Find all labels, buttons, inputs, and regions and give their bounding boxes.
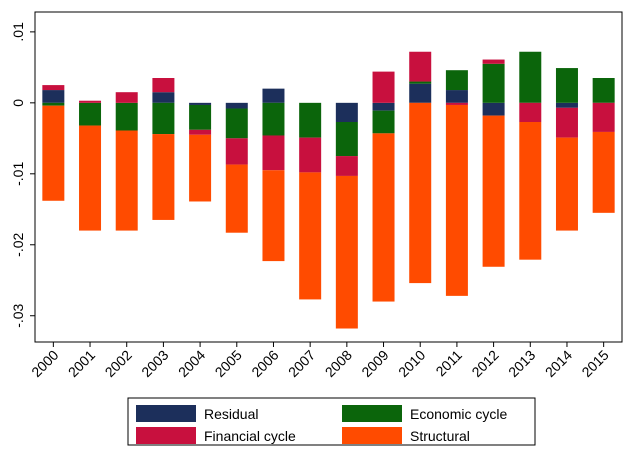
bar-segment — [152, 78, 175, 93]
bar-segment — [335, 122, 358, 157]
bar-segment — [42, 90, 65, 103]
bar-segment — [79, 125, 102, 231]
bar-segment — [42, 102, 65, 106]
bar-segment — [409, 102, 432, 284]
x-tick-label: 2013 — [505, 347, 538, 380]
x-tick-label: 2011 — [432, 347, 465, 380]
bar-segment — [592, 102, 615, 132]
bar-segment — [115, 102, 138, 131]
bar-segment — [262, 135, 285, 171]
x-tick-label: 2010 — [395, 347, 428, 380]
bar-segment — [335, 156, 358, 176]
bar-segment — [482, 102, 505, 116]
x-tick-label: 2005 — [212, 347, 245, 380]
x-tick-label: 2000 — [28, 347, 61, 380]
bar-segment — [189, 104, 212, 130]
bar-segment — [262, 170, 285, 262]
bar-segment — [42, 85, 65, 91]
x-tick-label: 2001 — [65, 347, 98, 380]
x-tick-label: 2015 — [578, 347, 611, 380]
bar-segment — [225, 108, 248, 139]
bar-segment — [372, 133, 395, 302]
x-tick-label: 2007 — [285, 347, 318, 380]
bar-segment — [519, 51, 542, 103]
bar-segment — [225, 138, 248, 165]
bar-segment — [409, 51, 432, 82]
bar-segment — [372, 102, 395, 111]
legend-label: Financial cycle — [204, 428, 296, 444]
x-tick-label: 2003 — [138, 347, 171, 380]
bar-segment — [445, 90, 468, 103]
bar-segment — [482, 115, 505, 267]
x-tick-label: 2012 — [468, 347, 501, 380]
y-tick-label: -.02 — [10, 232, 26, 256]
bar-segment — [372, 110, 395, 134]
bar-segment — [592, 78, 615, 103]
bar-segment — [225, 164, 248, 233]
bar-segment — [555, 137, 578, 231]
x-tick-label: 2009 — [358, 347, 391, 380]
bar-segment — [189, 102, 212, 105]
bar-segment — [299, 102, 322, 138]
legend-swatch — [342, 405, 402, 422]
bar-segment — [519, 102, 542, 122]
y-tick-label: 0 — [10, 99, 26, 107]
bar-segment — [262, 88, 285, 103]
bar-segment — [482, 63, 505, 103]
bar-segment — [189, 134, 212, 202]
legend-label: Structural — [410, 428, 470, 444]
y-tick-label: .01 — [10, 22, 26, 42]
x-tick-label: 2008 — [322, 347, 355, 380]
bar-segment — [445, 70, 468, 91]
bar-segment — [445, 102, 468, 105]
plot-frame — [34, 11, 623, 343]
bar-segment — [42, 105, 65, 201]
bar-segment — [115, 92, 138, 103]
bar-segment — [79, 100, 102, 103]
bar-segment — [152, 92, 175, 103]
y-tick-label: -.03 — [10, 303, 26, 327]
bar-segment — [409, 81, 432, 84]
bar-segment — [152, 134, 175, 220]
bar-segment — [409, 83, 432, 103]
bar-segment — [299, 172, 322, 300]
bar-segment — [115, 130, 138, 231]
bar-segment — [335, 175, 358, 329]
legend-label: Residual — [204, 406, 258, 422]
bar-segment — [555, 107, 578, 138]
bar-segment — [555, 68, 578, 103]
bar-segment — [592, 131, 615, 213]
legend-label: Economic cycle — [410, 406, 507, 422]
y-tick-label: -.01 — [10, 162, 26, 186]
legend-swatch — [342, 427, 402, 444]
x-tick-label: 2004 — [175, 347, 208, 380]
bar-segment — [335, 102, 358, 122]
bar-segment — [79, 102, 102, 126]
x-tick-label: 2006 — [248, 347, 281, 380]
bar-segment — [152, 102, 175, 135]
x-tick-label: 2014 — [542, 347, 575, 380]
bar-segment — [189, 129, 212, 135]
x-tick-label: 2002 — [101, 347, 134, 380]
legend-swatch — [136, 405, 196, 422]
bar-segment — [555, 102, 578, 108]
bar-segment — [299, 137, 322, 173]
bar-segment — [262, 102, 285, 136]
bar-segment — [482, 59, 505, 64]
bar-segment — [225, 102, 248, 109]
bar-segment — [445, 104, 468, 296]
bar-segment — [519, 122, 542, 260]
bar-segment — [372, 71, 395, 103]
legend-swatch — [136, 427, 196, 444]
